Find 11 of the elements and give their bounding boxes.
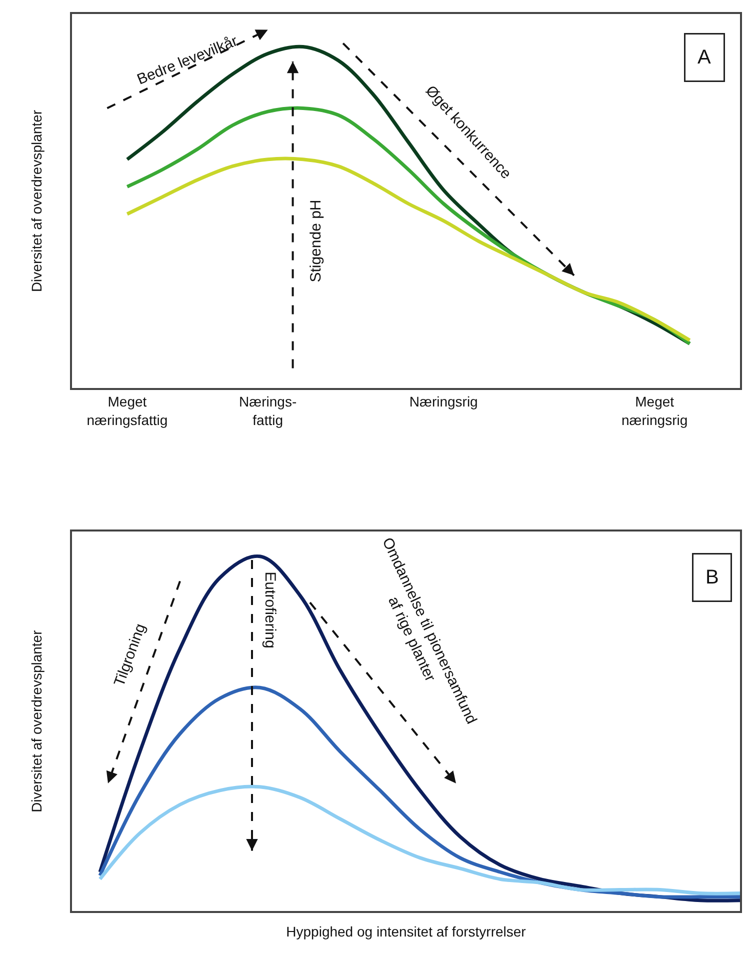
annotation: B	[706, 566, 719, 588]
y-axis-title: Diversitet af overdrevsplanter	[28, 110, 44, 292]
annotation: A	[698, 46, 712, 68]
annotation: Eutrofiering	[262, 572, 279, 648]
x-tick-label: Nærings- fattig	[239, 394, 297, 428]
x-tick-label: Meget næringsfattig	[86, 394, 168, 428]
y-axis-title: Diversitet af overdrevsplanter	[28, 630, 44, 812]
annotation: Stigende pH	[308, 200, 325, 282]
x-tick-label: Næringsrig	[409, 394, 478, 410]
x-axis-title: Hyppighed og intensitet af forstyrrelser	[286, 924, 526, 940]
x-tick-label: Meget næringsrig	[622, 394, 688, 428]
